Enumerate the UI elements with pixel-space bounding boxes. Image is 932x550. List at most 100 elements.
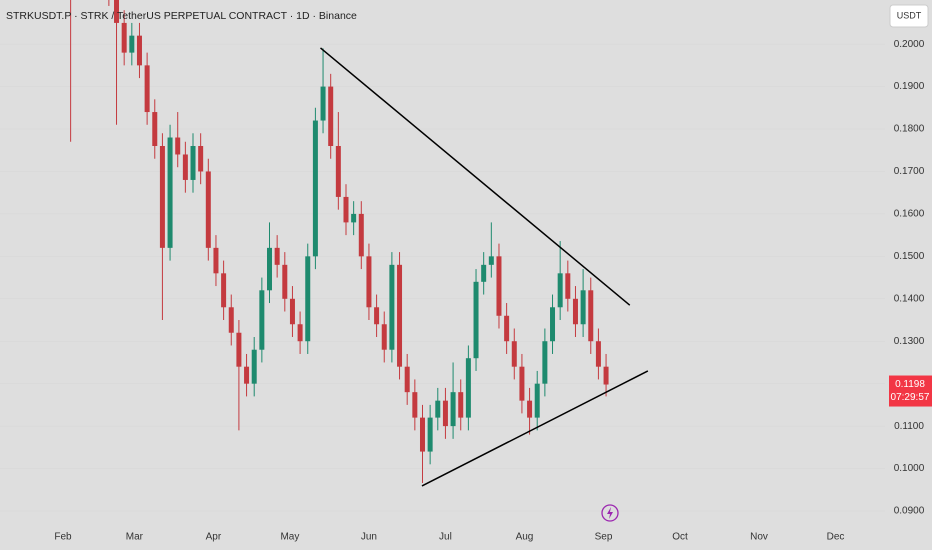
candle-body <box>297 324 303 342</box>
x-tick-label: Jul <box>439 532 452 543</box>
y-tick-label: 0.1000 <box>894 463 925 474</box>
y-tick-label: 0.1800 <box>894 124 925 135</box>
candle-body <box>435 400 441 418</box>
candle-body <box>511 341 517 367</box>
candle-body <box>374 307 380 325</box>
x-tick-label: Sep <box>595 532 613 543</box>
candle-body <box>228 307 234 333</box>
x-tick-label: Apr <box>206 532 222 543</box>
candle-body <box>259 290 265 350</box>
candle-body <box>351 213 357 223</box>
candle-body <box>320 86 326 121</box>
candle-body <box>274 247 280 265</box>
candle-body <box>496 256 502 316</box>
candle-body <box>343 196 349 223</box>
candle-body <box>366 256 372 308</box>
candle-body <box>458 392 464 418</box>
candle-body <box>550 307 556 342</box>
candle-body <box>175 137 181 155</box>
candle-body <box>251 349 257 384</box>
candle-body <box>159 145 165 248</box>
candle-body <box>312 120 318 257</box>
currency-label[interactable]: USDT <box>897 10 922 20</box>
candle-body <box>427 417 433 452</box>
candle-body <box>580 290 586 325</box>
candle-body <box>397 264 403 367</box>
last-price-label: 0.1198 <box>895 379 925 390</box>
candle-body <box>335 145 341 197</box>
candle-body <box>289 298 295 325</box>
candle-body <box>404 366 410 393</box>
candle-body <box>534 383 540 418</box>
y-tick-label: 0.1500 <box>894 251 925 262</box>
candle-body <box>519 366 525 401</box>
candle-body <box>129 35 135 53</box>
candle-body <box>190 145 196 180</box>
candle-body <box>358 213 364 257</box>
x-tick-label: Nov <box>750 532 768 543</box>
x-tick-label: Mar <box>126 532 144 543</box>
candle-body <box>167 137 173 248</box>
candle-body <box>442 400 448 427</box>
candle-body <box>182 154 188 180</box>
candle-body <box>114 0 120 23</box>
y-tick-label: 0.1600 <box>894 209 925 220</box>
candle-body <box>152 112 158 146</box>
candle-body <box>527 400 533 418</box>
y-tick-label: 0.1400 <box>894 293 925 304</box>
candle-body <box>389 264 395 350</box>
chart-title: STRKUSDT.P · STRK / TetherUS PERPETUAL C… <box>6 10 357 22</box>
candle-body <box>473 281 479 359</box>
x-tick-label: Feb <box>54 532 72 543</box>
candle-body <box>221 273 227 308</box>
x-tick-label: Dec <box>827 532 845 543</box>
candle-body <box>282 264 288 299</box>
last-price-box <box>889 375 932 407</box>
countdown-label: 07:29:57 <box>891 392 930 403</box>
y-tick-label: 0.1100 <box>894 421 924 432</box>
candle-body <box>381 324 387 350</box>
candle-body <box>465 358 471 418</box>
candle-body <box>488 256 494 265</box>
candle-body <box>328 86 334 146</box>
x-tick-label: Oct <box>672 532 688 543</box>
x-tick-label: May <box>280 532 299 543</box>
candle-body <box>450 392 456 427</box>
x-tick-label: Aug <box>516 532 534 543</box>
candle-body <box>595 341 601 367</box>
timer-icon <box>601 504 619 522</box>
candle-body <box>136 35 142 66</box>
candle-body <box>588 290 594 342</box>
trendline <box>421 370 649 487</box>
candle-body <box>213 247 219 274</box>
candle-body <box>565 273 571 299</box>
y-tick-label: 0.1700 <box>894 166 925 177</box>
candle-body <box>603 366 609 385</box>
candle-body <box>504 315 510 342</box>
candle-body <box>198 145 204 172</box>
candle-body <box>244 366 250 384</box>
candle-body <box>481 264 487 282</box>
candle-body <box>542 341 548 384</box>
currency-button[interactable] <box>889 4 929 28</box>
candle-body <box>557 273 563 308</box>
candle-body <box>121 22 127 53</box>
candle-body <box>267 247 273 291</box>
candle-body <box>236 332 242 367</box>
candle-body <box>412 392 418 418</box>
candle-body <box>205 171 211 248</box>
candle-body <box>305 256 311 342</box>
x-tick-label: Jun <box>361 532 377 543</box>
plot-area <box>70 0 649 487</box>
y-tick-label: 0.0900 <box>894 506 925 517</box>
y-tick-label: 0.1300 <box>894 336 925 347</box>
candle-body <box>572 298 578 325</box>
y-tick-label: 0.1900 <box>894 81 925 92</box>
trendline <box>320 47 631 306</box>
y-tick-label: 0.2000 <box>894 39 925 50</box>
candle-body <box>419 417 425 452</box>
candle-body <box>144 65 150 113</box>
